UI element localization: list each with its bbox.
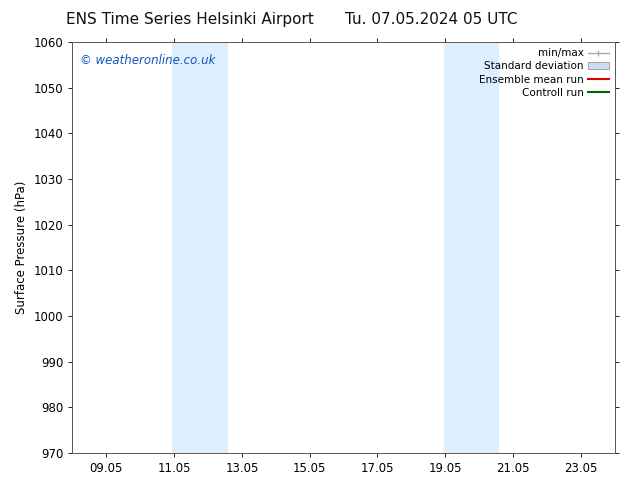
Y-axis label: Surface Pressure (hPa): Surface Pressure (hPa) [15, 181, 28, 314]
Legend: min/max, Standard deviation, Ensemble mean run, Controll run: min/max, Standard deviation, Ensemble me… [475, 44, 612, 102]
Text: © weatheronline.co.uk: © weatheronline.co.uk [81, 54, 216, 68]
Bar [172, 42, 226, 453]
Text: ENS Time Series Helsinki Airport: ENS Time Series Helsinki Airport [67, 12, 314, 27]
Bar [444, 42, 498, 453]
Text: Tu. 07.05.2024 05 UTC: Tu. 07.05.2024 05 UTC [345, 12, 517, 27]
